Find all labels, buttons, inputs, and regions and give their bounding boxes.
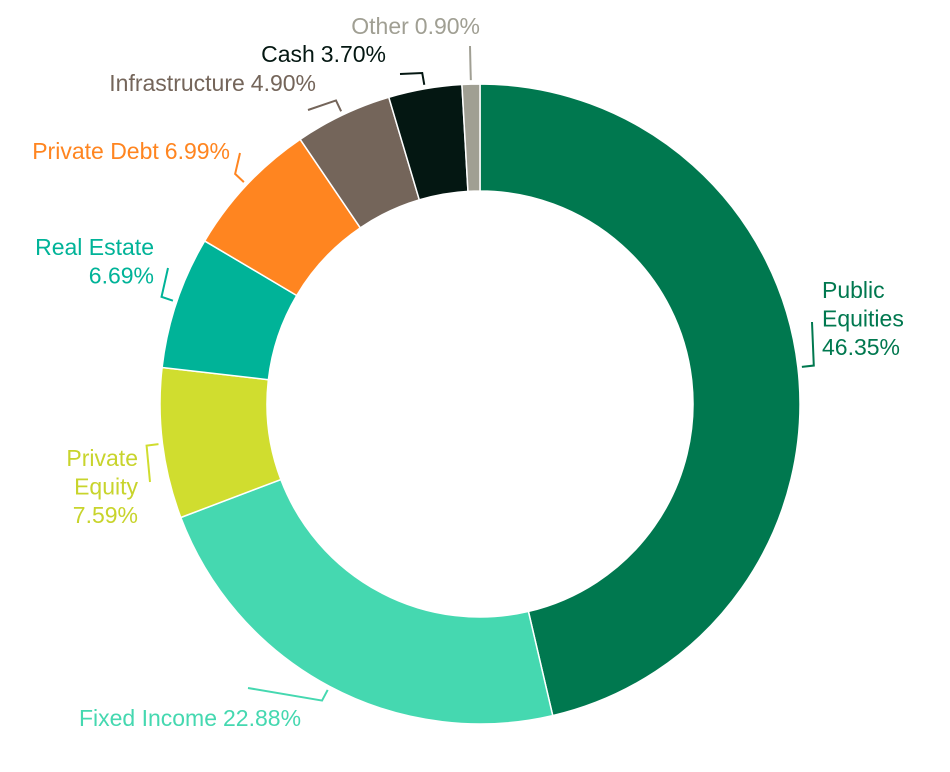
category-label: Fixed Income [79,705,217,731]
leader-line [399,71,426,85]
value-label: 22.88% [223,705,301,731]
leader-line [234,152,245,183]
value-label: 6.99% [165,138,230,164]
slice-label: Other 0.90% [351,13,480,39]
category-label: Cash [261,41,315,67]
leader-line [145,443,159,483]
slice-label: Infrastructure 4.90% [109,70,316,96]
value-label: 6.69% [89,263,154,289]
value-label: 3.70% [321,41,386,67]
category-label: Private Equity [66,445,138,500]
value-label: 0.90% [415,13,480,39]
category-label: Public Equities [822,277,904,332]
category-label: Real Estate [35,234,154,260]
category-label: Infrastructure [109,70,245,96]
leader-line [160,267,174,302]
leader-line [469,45,472,81]
slice-label: Fixed Income 22.88% [79,705,301,731]
value-label: 4.90% [251,70,316,96]
category-label: Other [351,13,409,39]
donut-slice [179,478,554,725]
leader-line [307,99,343,112]
slice-label: Private Debt 6.99% [32,138,230,164]
category-label: Private Debt [32,138,159,164]
slice-label: Cash 3.70% [261,41,386,67]
leader-line [801,321,815,368]
leader-line [247,687,329,702]
donut-slice [461,83,481,193]
value-label: 7.59% [73,502,138,528]
value-label: 46.35% [822,334,900,360]
donut-slice [479,83,801,717]
